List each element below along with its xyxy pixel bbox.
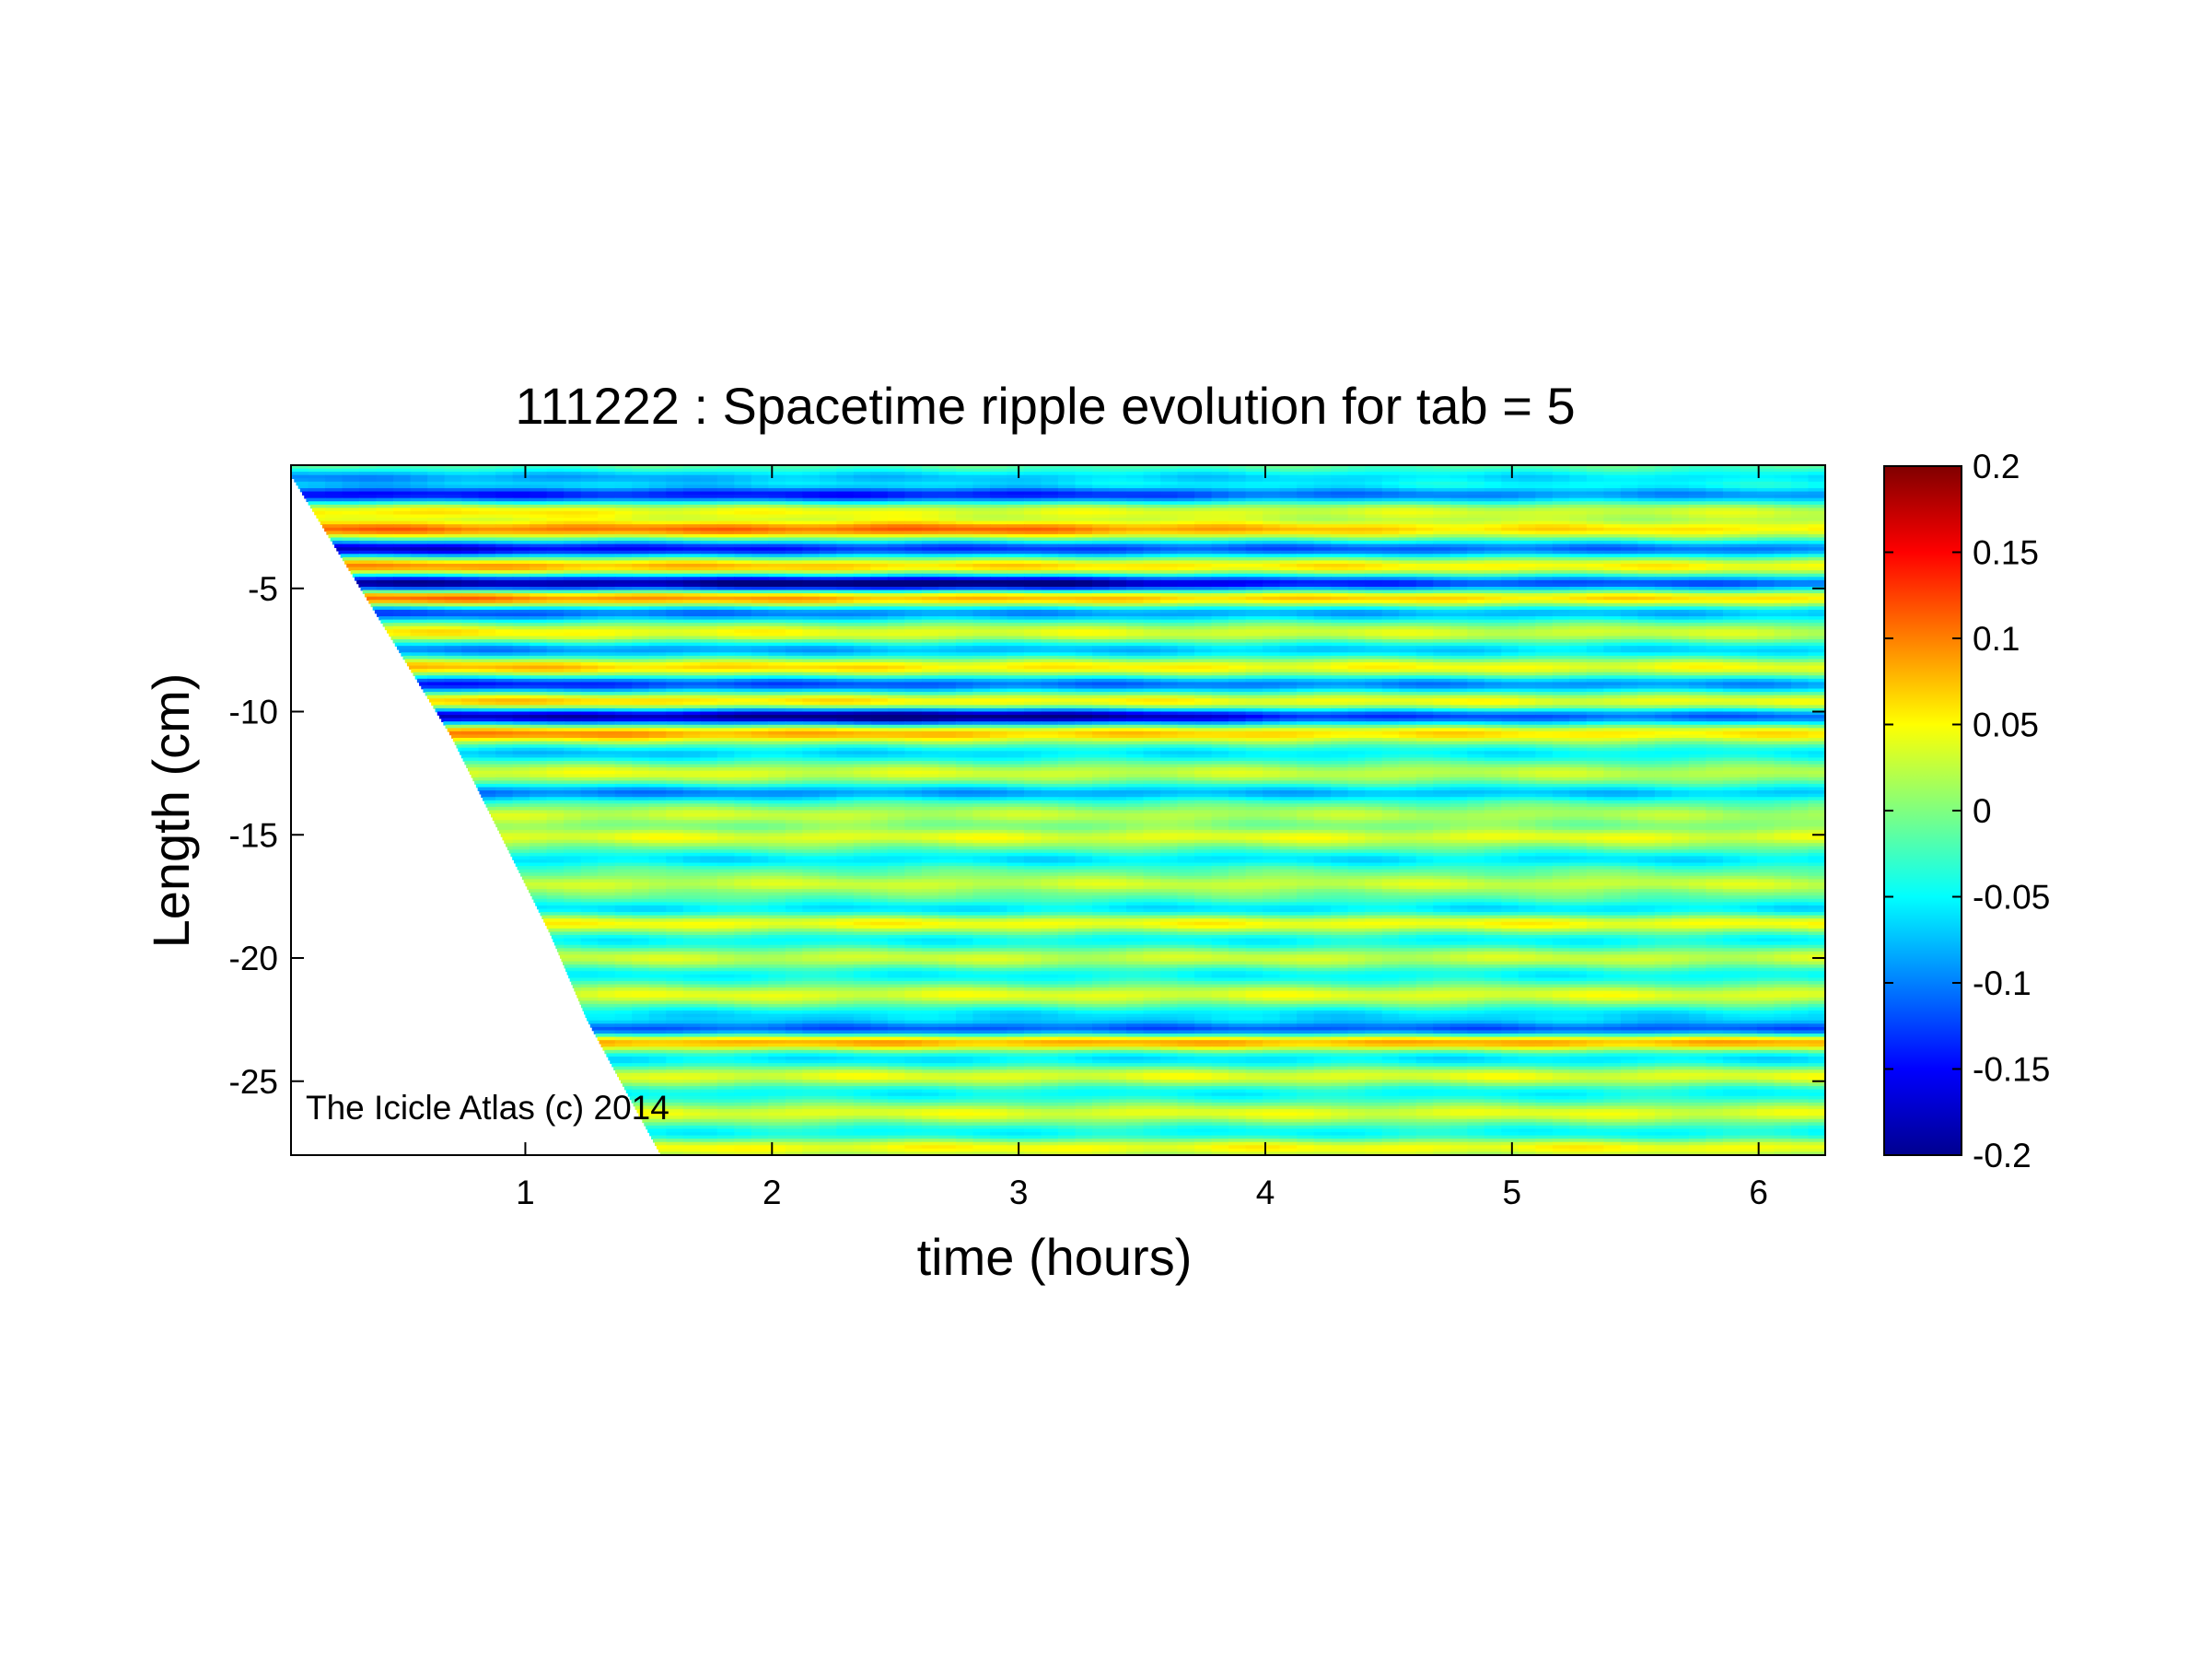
chart-title: 111222 : Spacetime ripple evolution for … (515, 377, 1575, 435)
